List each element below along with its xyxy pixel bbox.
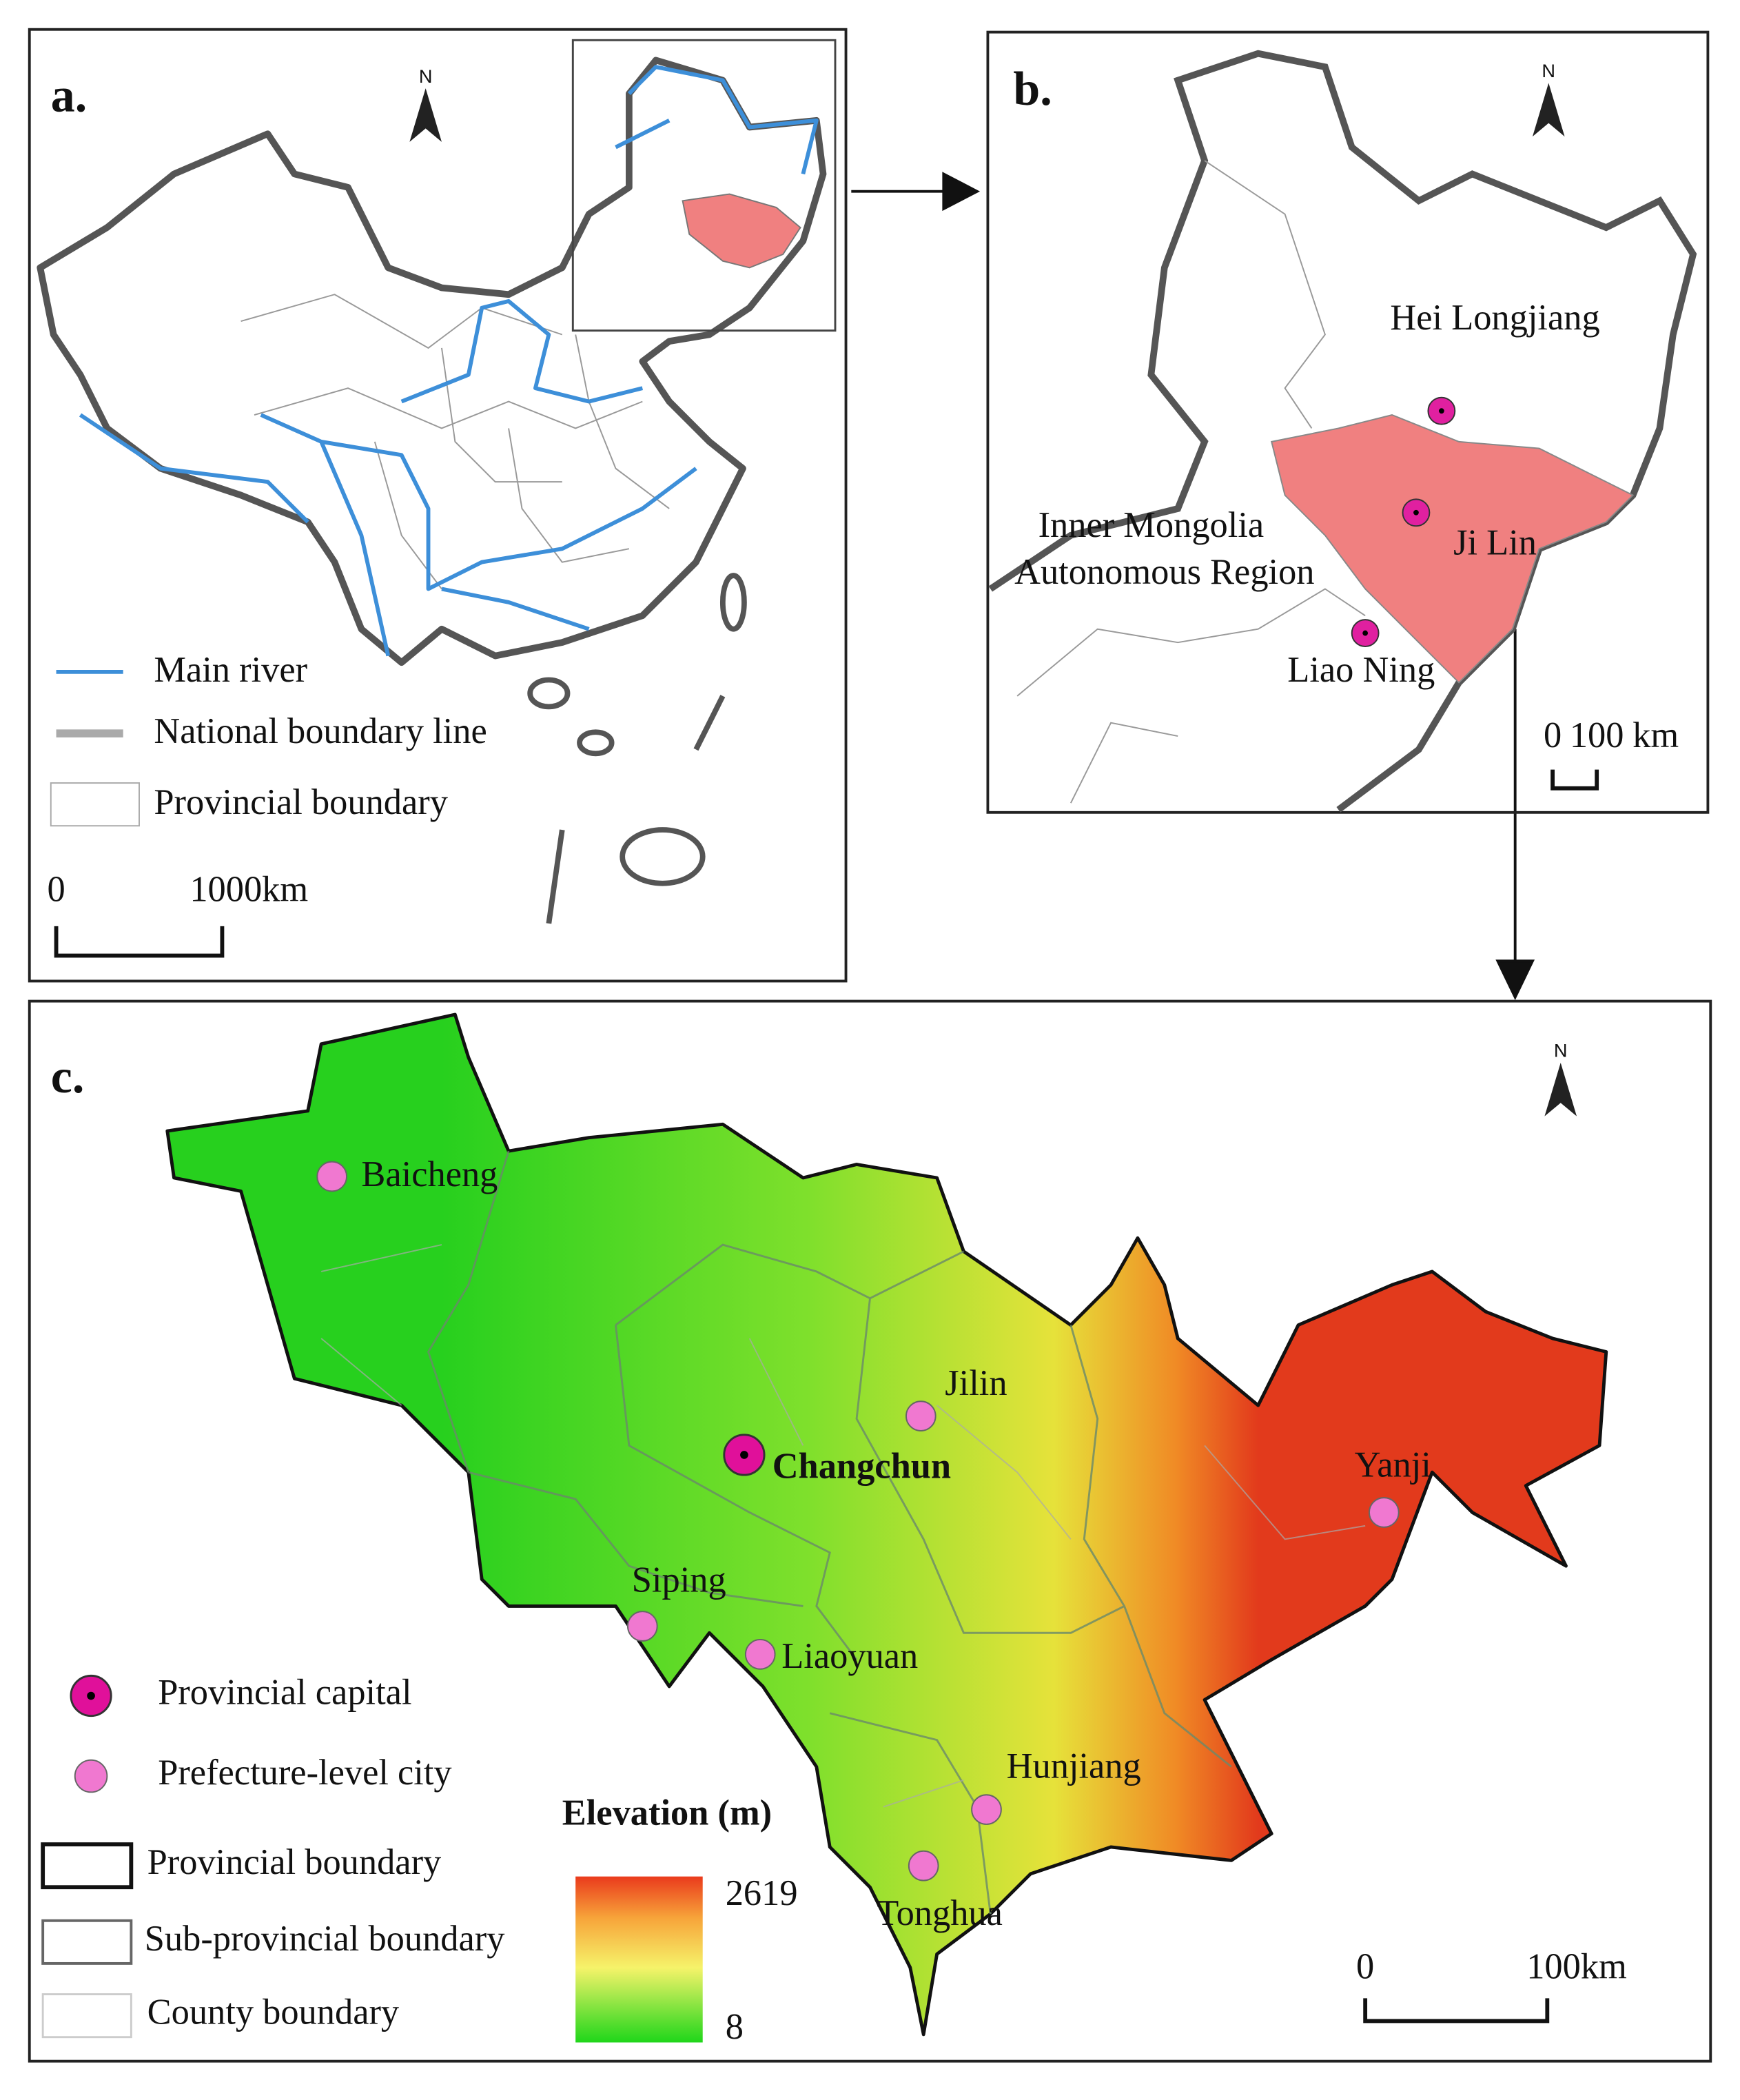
sub-provincial-boundaries [427,1150,1232,1915]
panel-frame [986,30,1710,814]
jilin-highlight [682,193,801,269]
scale-label: 0 [1356,1947,1374,1987]
city-label: Siping [632,1560,726,1600]
region-label: Hei Longjiang [1390,298,1599,338]
region-label: Autonomous Region [1014,552,1314,592]
islands [527,573,747,924]
city-label: Baicheng [361,1154,498,1194]
legend-label: Main river [154,650,307,690]
legend-label: Provincial capital [158,1673,411,1713]
scale-label: 100km [1526,1947,1627,1987]
north-arrow: N [1544,1040,1577,1117]
legend-swatch [41,1842,134,1890]
scale-label: 0 [47,869,65,909]
city-label: Hunjiang [1007,1746,1141,1786]
panel-label: c. [51,1050,85,1103]
capital-markers [1351,396,1456,647]
city-marker [905,1400,936,1431]
county-boundaries [320,1244,1366,1808]
jilin-region [1271,414,1635,684]
north-label: N [1542,60,1555,81]
city-label: Liaoyuan [781,1636,918,1676]
legend-label: Sub-provincial boundary [145,1919,505,1959]
north-arrow: N [1532,60,1565,137]
legend-swatch [41,1993,132,2039]
city-marker [908,1850,939,1882]
legend-label: Provincial boundary [154,782,448,822]
scale-label: 0 [1544,715,1562,755]
elevation-title: Elevation (m) [562,1793,772,1833]
city-marker [626,1611,658,1642]
north-arrow: N [409,65,442,142]
north-label: N [1554,1040,1568,1061]
rivers [79,65,819,657]
legend-label: Provincial boundary [147,1842,442,1882]
scale-label: 100 [1570,715,1624,755]
legend-label: National boundary line [154,711,487,751]
region-label: Inner Mongolia [1038,505,1265,545]
legend-label: County boundary [147,1992,399,2032]
city-marker [744,1638,776,1670]
panel-frame [28,999,1712,2063]
panel-label: a. [51,70,87,123]
scale-bar [1550,769,1599,791]
national-boundary [37,57,827,666]
north-label: N [419,65,433,87]
inset-box [571,39,837,332]
region-label: Ji Lin [1453,522,1537,562]
scale-label: 1000km [190,869,308,909]
scale-bar [54,926,225,958]
city-label: Tonghua [877,1893,1003,1933]
legend-swatch [87,1691,95,1700]
elevation-ramp [575,1876,703,2043]
city-label: Jilin [945,1363,1007,1403]
scale-bar [1363,1998,1550,2023]
city-marker [971,1794,1002,1825]
legend-label: Prefecture-level city [158,1753,451,1793]
legend-swatch [74,1759,108,1793]
legend-swatch [50,782,140,827]
legend-swatch [41,1919,133,1965]
provincial-boundaries [1016,160,1366,804]
elevation-min: 8 [726,2007,744,2047]
city-marker [316,1161,348,1192]
region-label: Liao Ning [1287,650,1435,690]
scale-label: km [1632,715,1679,755]
elevation-max: 2619 [726,1873,798,1913]
city-marker [1369,1497,1400,1528]
capital-marker-dot [740,1451,748,1459]
connector-arrows [851,172,1535,1001]
capital-label: Changchun [772,1446,951,1486]
panel-label: b. [1013,63,1052,116]
panel-frame [28,28,848,983]
city-markers: Baicheng Jilin Yanji Siping Liaoyuan Hunjiang… [316,1154,1431,1933]
city-label: Yanji [1355,1445,1431,1485]
